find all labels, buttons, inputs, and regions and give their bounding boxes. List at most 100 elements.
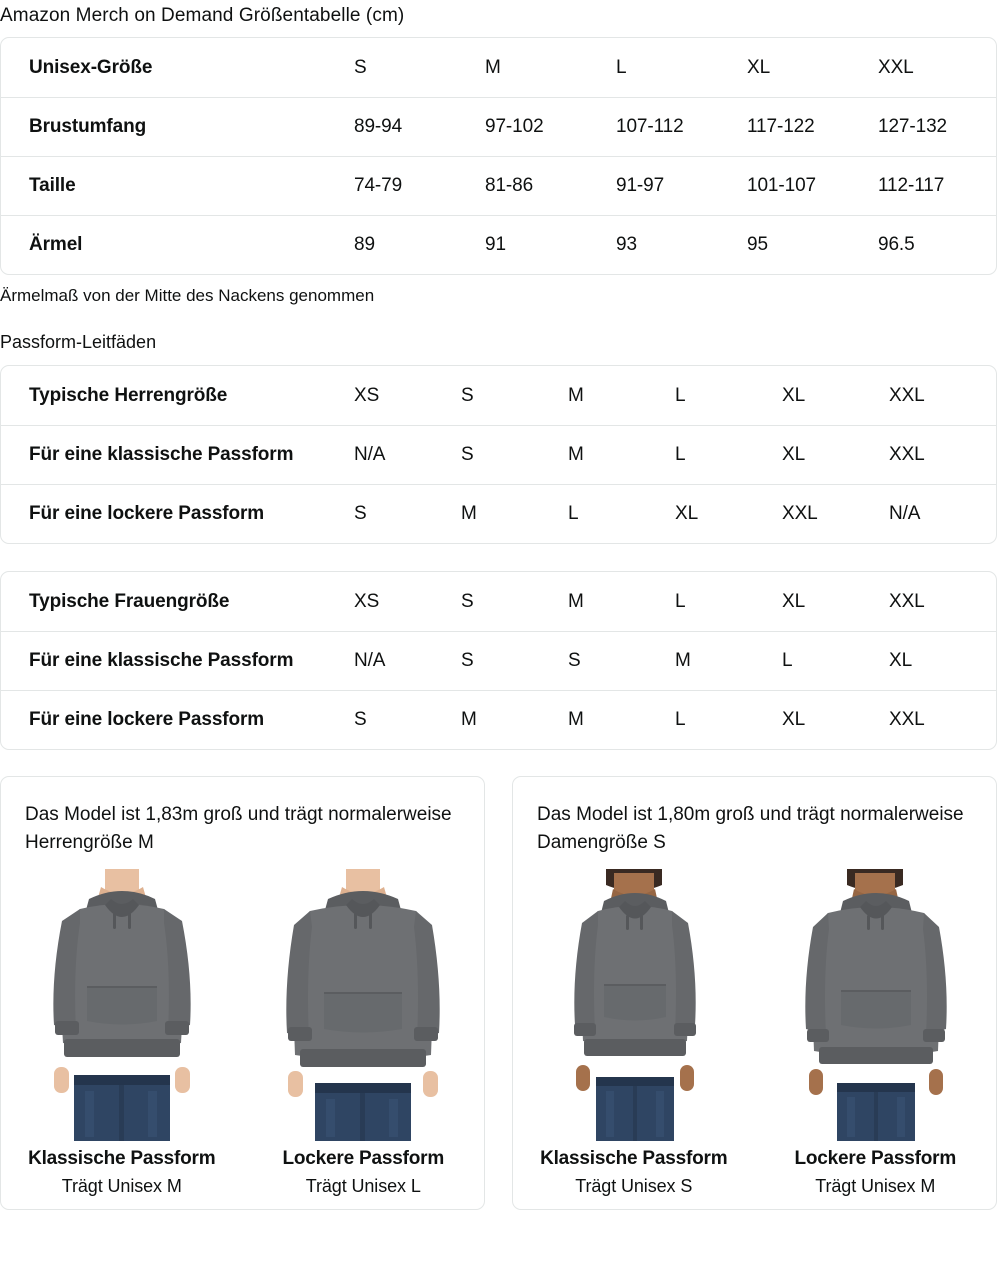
mens-classic-5: XL (782, 444, 806, 465)
womens-loose-6: XXL (889, 709, 925, 730)
male-loose-fit-column: Lockere Passform Trägt Unisex L (243, 869, 485, 1197)
waist-l: 91-97 (616, 175, 665, 196)
table-row: Ärmel 89 91 93 95 96.5 (1, 215, 996, 274)
mens-typical-2: S (461, 384, 474, 406)
mens-typical-6: XXL (889, 384, 925, 406)
womens-loose-1: S (354, 709, 367, 730)
mens-typical-1: XS (354, 384, 380, 406)
womens-typical-4: L (675, 590, 686, 612)
row-label-waist: Taille (29, 175, 76, 196)
waist-m: 81-86 (485, 175, 534, 196)
mens-loose-2: M (461, 503, 477, 524)
womens-classic-6: XL (889, 650, 913, 671)
header-label: Unisex-Größe (29, 56, 153, 78)
womens-loose-5: XL (782, 709, 806, 730)
male-model-photos: Klassische Passform Trägt Unisex M (1, 857, 484, 1197)
male-model-card: Das Model ist 1,83m groß und trägt norma… (0, 776, 485, 1210)
mens-loose-5: XXL (782, 503, 818, 524)
womens-fit-table: Typische Frauengröße XS S M L XL XXL Für… (0, 571, 997, 750)
womens-classic-1: N/A (354, 650, 386, 671)
male-loose-fit-caption: Lockere Passform (282, 1148, 445, 1169)
waist-s: 74-79 (354, 175, 403, 196)
chest-xxl: 127-132 (878, 116, 948, 137)
mens-loose-4: XL (675, 503, 699, 524)
female-classic-fit-caption: Klassische Passform (540, 1148, 728, 1169)
mens-classic-3: M (568, 444, 584, 465)
sleeve-measurement-note: Ärmelmaß von der Mitte des Nackens genom… (0, 286, 375, 305)
sleeve-l: 93 (616, 234, 637, 255)
female-classic-fit-photo (513, 869, 755, 1141)
sleeve-xxl: 96.5 (878, 234, 915, 255)
womens-typical-2: S (461, 590, 474, 612)
female-model-photos: Klassische Passform Trägt Unisex S (513, 857, 996, 1197)
female-loose-fit-photo (755, 869, 997, 1141)
male-classic-fit-photo (1, 869, 243, 1141)
mens-loose-1: S (354, 503, 367, 524)
mens-typical-5: XL (782, 384, 806, 406)
mens-typical-4: L (675, 384, 686, 406)
female-model-card: Das Model ist 1,80m groß und trägt norma… (512, 776, 997, 1210)
mens-loose-6: N/A (889, 503, 921, 524)
mens-fit-table: Typische Herrengröße XS S M L XL XXL Für… (0, 365, 997, 544)
table-row: Taille 74-79 81-86 91-97 101-107 112-117 (1, 156, 996, 215)
womens-classic-5: L (782, 650, 793, 671)
row-label-mens-classic-fit: Für eine klassische Passform (29, 444, 294, 465)
womens-typical-1: XS (354, 590, 380, 612)
mens-classic-4: L (675, 444, 686, 465)
waist-xxl: 112-117 (878, 175, 945, 196)
table-row: Für eine klassische Passform N/A S M L X… (1, 425, 996, 484)
womens-loose-3: M (568, 709, 584, 730)
female-loose-fit-wears: Trägt Unisex M (815, 1176, 936, 1196)
female-loose-fit-column: Lockere Passform Trägt Unisex M (755, 869, 997, 1197)
table-row: Für eine lockere Passform S M L XL XXL N… (1, 484, 996, 543)
table-header-row: Unisex-Größe S M L XL XXL (1, 38, 996, 97)
row-label-womens-loose-fit: Für eine lockere Passform (29, 709, 265, 730)
table-row: Für eine klassische Passform N/A S S M L… (1, 631, 996, 690)
womens-classic-2: S (461, 650, 474, 671)
male-loose-fit-wears: Trägt Unisex L (305, 1176, 421, 1196)
row-label-mens-loose-fit: Für eine lockere Passform (29, 503, 265, 524)
row-label-sleeve: Ärmel (29, 234, 83, 255)
sleeve-xl: 95 (747, 234, 768, 255)
female-classic-fit-column: Klassische Passform Trägt Unisex S (513, 869, 755, 1197)
fit-guides-heading: Passform-Leitfäden (0, 332, 157, 352)
header-size-xl: XL (747, 56, 771, 78)
header-size-l: L (616, 56, 627, 78)
header-size-s: S (354, 56, 367, 78)
header-size-m: M (485, 56, 501, 78)
size-chart-page: Amazon Merch on Demand Größentabelle (cm… (0, 5, 997, 1210)
table-row: Typische Frauengröße XS S M L XL XXL (1, 572, 996, 631)
row-label-typical-mens-size: Typische Herrengröße (29, 384, 228, 406)
male-model-description: Das Model ist 1,83m groß und trägt norma… (25, 804, 452, 853)
sleeve-m: 91 (485, 234, 506, 255)
womens-classic-3: S (568, 650, 581, 671)
table-row: Typische Herrengröße XS S M L XL XXL (1, 366, 996, 425)
page-title: Amazon Merch on Demand Größentabelle (cm… (0, 5, 405, 26)
header-size-xxl: XXL (878, 56, 914, 78)
measurement-table: Unisex-Größe S M L XL XXL Brustumfang 89… (0, 37, 997, 275)
womens-typical-6: XXL (889, 590, 925, 612)
mens-classic-1: N/A (354, 444, 386, 465)
female-classic-fit-wears: Trägt Unisex S (575, 1176, 693, 1196)
male-classic-fit-wears: Trägt Unisex M (61, 1176, 182, 1196)
model-cards: Das Model ist 1,83m groß und trägt norma… (0, 750, 997, 1210)
mens-classic-2: S (461, 444, 474, 465)
row-label-chest: Brustumfang (29, 116, 147, 137)
sleeve-s: 89 (354, 234, 375, 255)
chest-xl: 117-122 (747, 116, 815, 137)
womens-loose-4: L (675, 709, 686, 730)
chest-l: 107-112 (616, 116, 684, 137)
womens-classic-4: M (675, 650, 691, 671)
male-classic-fit-caption: Klassische Passform (28, 1148, 216, 1169)
womens-loose-2: M (461, 709, 477, 730)
waist-xl: 101-107 (747, 175, 817, 196)
womens-typical-5: XL (782, 590, 806, 612)
female-model-description: Das Model ist 1,80m groß und trägt norma… (537, 804, 964, 853)
female-loose-fit-caption: Lockere Passform (794, 1148, 957, 1169)
mens-loose-3: L (568, 503, 579, 524)
male-loose-fit-photo (243, 869, 485, 1141)
chest-m: 97-102 (485, 116, 544, 137)
mens-typical-3: M (568, 384, 584, 406)
row-label-typical-womens-size: Typische Frauengröße (29, 590, 230, 612)
chest-s: 89-94 (354, 116, 403, 137)
